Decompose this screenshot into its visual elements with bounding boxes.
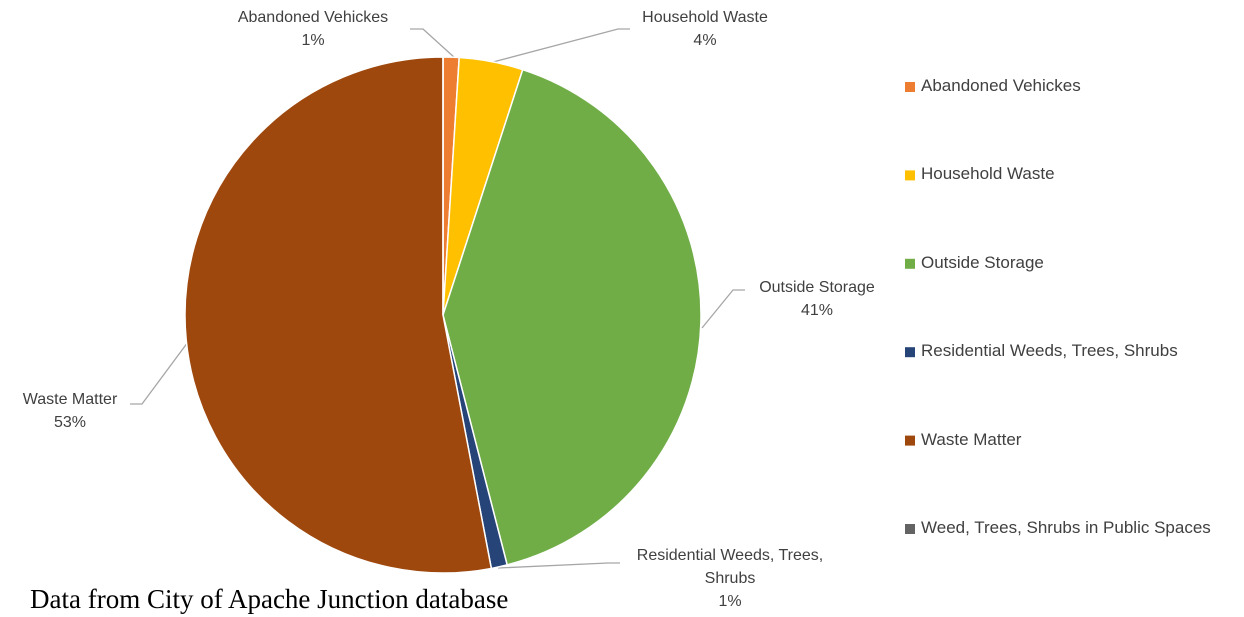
data-label-name: Abandoned Vehickes bbox=[237, 9, 389, 26]
data-label-value: 41% bbox=[800, 302, 834, 319]
legend-swatch bbox=[905, 258, 915, 269]
data-label: Household Waste 4% bbox=[642, 6, 768, 52]
data-label-value: 4% bbox=[693, 32, 717, 49]
leader-line bbox=[492, 28, 630, 63]
legend-label: Residential Weeds, Trees, Shrubs bbox=[921, 341, 1178, 361]
legend-swatch bbox=[905, 524, 915, 534]
data-label-value: 53% bbox=[53, 414, 87, 431]
data-label-value: 1% bbox=[718, 593, 742, 610]
leader-line bbox=[130, 341, 189, 405]
legend-label: Waste Matter bbox=[921, 429, 1022, 449]
leader-line bbox=[497, 562, 620, 569]
data-label: Outside Storage 41% bbox=[759, 276, 875, 322]
legend-label: Outside Storage bbox=[921, 252, 1044, 272]
data-label: Residential Weeds, Trees, Shrubs 1% bbox=[615, 544, 845, 613]
data-label: Abandoned Vehickes 1% bbox=[238, 6, 388, 52]
legend-swatch bbox=[905, 435, 915, 446]
leader-line bbox=[701, 289, 745, 329]
legend-swatch bbox=[905, 170, 915, 181]
pie-slice bbox=[184, 56, 493, 574]
data-label-name: Outside Storage bbox=[759, 279, 875, 296]
pie-slice bbox=[442, 68, 702, 566]
legend-label: Abandoned Vehickes bbox=[921, 76, 1081, 95]
legend-swatch bbox=[905, 82, 915, 92]
data-label-name: Residential Weeds, Trees, Shrubs bbox=[636, 547, 824, 587]
data-label-name: Household Waste bbox=[642, 9, 768, 26]
legend-label: Weed, Trees, Shrubs in Public Spaces bbox=[921, 518, 1211, 537]
data-label-name: Waste Matter bbox=[22, 391, 118, 408]
leader-line bbox=[410, 28, 456, 59]
legend-label: Household Waste bbox=[921, 164, 1055, 184]
source-note: Data from City of Apache Junction databa… bbox=[30, 584, 509, 614]
data-label: Waste Matter 53% bbox=[23, 388, 118, 434]
leader-lines bbox=[130, 28, 745, 569]
legend-swatch bbox=[905, 347, 915, 358]
data-label-value: 1% bbox=[301, 32, 325, 49]
